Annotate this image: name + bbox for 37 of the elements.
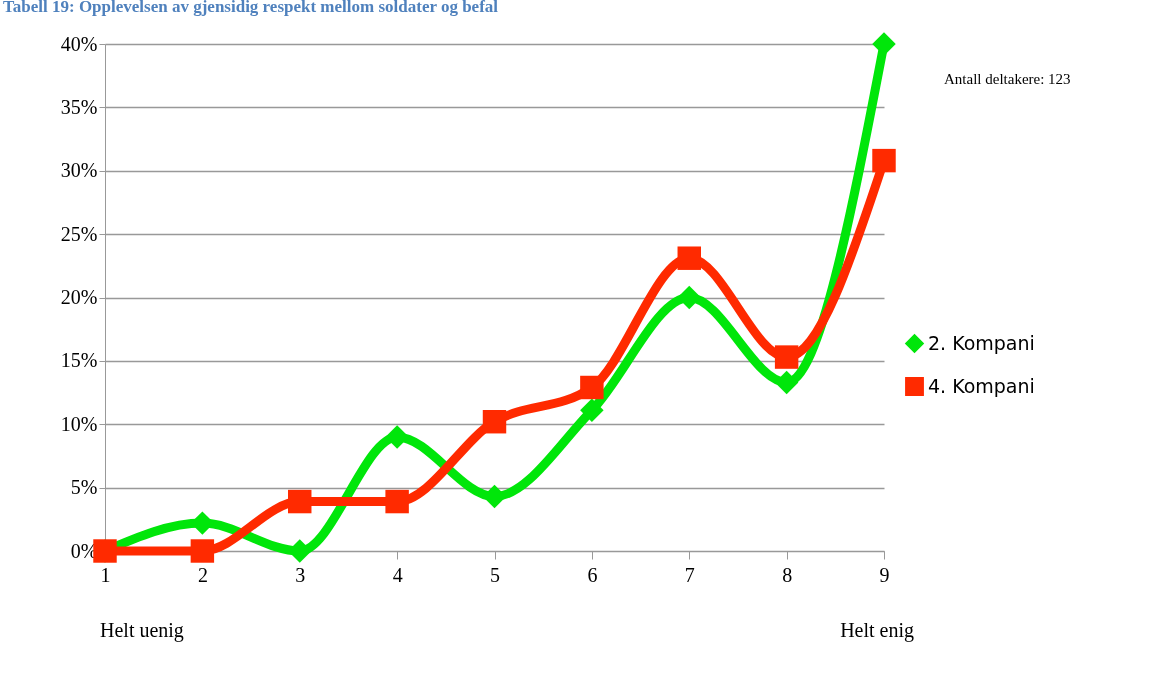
point	[774, 370, 799, 395]
y-tick-label: 10%	[60, 412, 98, 435]
point	[190, 539, 215, 563]
point	[288, 489, 312, 514]
x-tick-label: 9	[879, 563, 890, 586]
point	[774, 345, 799, 369]
point	[482, 484, 507, 509]
y-tick-label: 25%	[60, 222, 98, 245]
legend-label: 4. Kompani	[928, 374, 1035, 397]
point	[385, 489, 409, 514]
x-tick-label: 8	[782, 563, 793, 586]
legend-label: 2. Kompani	[928, 331, 1035, 354]
point	[580, 375, 604, 400]
x-tick-label: 3	[295, 563, 306, 586]
y-tick-label: 40%	[60, 32, 98, 55]
text: Antall deltakere: 123	[944, 71, 1071, 87]
x-tick-label: 2	[197, 563, 208, 586]
y-tick-label: 15%	[60, 349, 98, 372]
x-tick-label: 7	[684, 563, 695, 586]
point	[482, 409, 507, 434]
point	[677, 285, 701, 310]
text: Helt enig	[840, 619, 914, 642]
point	[580, 398, 604, 423]
text: Helt uenig	[100, 619, 184, 642]
point	[677, 246, 701, 270]
x-tick-label: 5	[490, 563, 500, 586]
y-tick-label: 20%	[60, 286, 98, 308]
y-tick-label: 30%	[60, 159, 98, 182]
x-tick-label: 4	[392, 563, 403, 586]
x-tick-label: 1	[100, 563, 111, 586]
chart-title: Tabell 19: Opplevelsen av gjensidig respekt mellom soldater og befal	[3, 0, 499, 17]
x-tick-label: 6	[587, 563, 598, 586]
point	[385, 425, 409, 449]
y-tick-label: 35%	[60, 95, 98, 118]
point	[872, 148, 896, 173]
point	[872, 32, 896, 56]
y-tick-label: 5%	[70, 476, 98, 499]
